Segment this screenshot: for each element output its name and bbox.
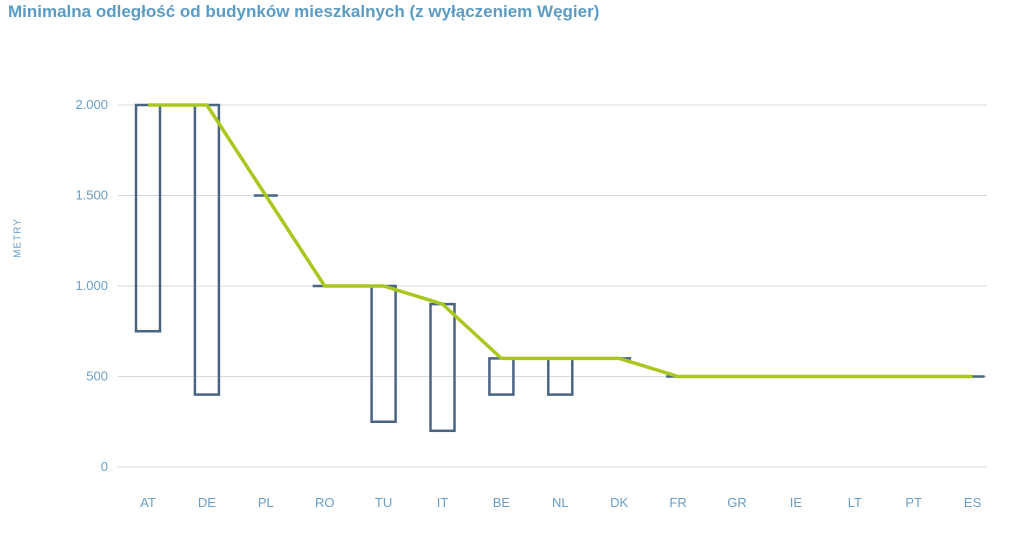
range-box-it [429, 302, 456, 433]
chart-title: Minimalna odległość od budynków mieszkal… [8, 2, 600, 21]
x-tick-label-dk: DK [610, 495, 628, 510]
y-tick-label-4: 2.000 [75, 97, 108, 112]
x-tick-label-tu: TU [375, 495, 392, 510]
y-tick-label-0: 0 [101, 459, 108, 474]
x-tick-label-it: IT [437, 495, 449, 510]
x-tick-label-gr: GR [727, 495, 747, 510]
y-tick-label-3: 1.500 [75, 188, 108, 203]
y-tick-labels: 0 500 1.000 1.500 2.000 [75, 97, 108, 474]
x-tick-label-lt: LT [848, 495, 862, 510]
range-box-de [193, 103, 221, 396]
x-tick-label-at: AT [140, 495, 156, 510]
x-tick-labels: AT DE PL RO TU IT BE NL DK FR GR IE LT PT ES [140, 495, 981, 510]
y-tick-label-2: 1.000 [75, 278, 108, 293]
x-tick-label-fr: FR [669, 495, 686, 510]
range-box-tu [370, 284, 397, 423]
x-tick-label-ie: IE [790, 495, 803, 510]
x-tick-label-nl: NL [552, 495, 569, 510]
x-tick-label-be: BE [493, 495, 511, 510]
x-tick-label-ro: RO [315, 495, 335, 510]
range-boxes [134, 103, 985, 433]
series-line [147, 103, 973, 379]
x-tick-label-pt: PT [905, 495, 922, 510]
x-tick-label-de: DE [198, 495, 216, 510]
grid-lines [118, 104, 987, 468]
x-tick-label-pl: PL [258, 495, 274, 510]
y-tick-label-1: 500 [86, 369, 108, 384]
range-box-at [134, 103, 162, 333]
x-tick-label-es: ES [964, 495, 982, 510]
series-line-path [148, 103, 973, 379]
